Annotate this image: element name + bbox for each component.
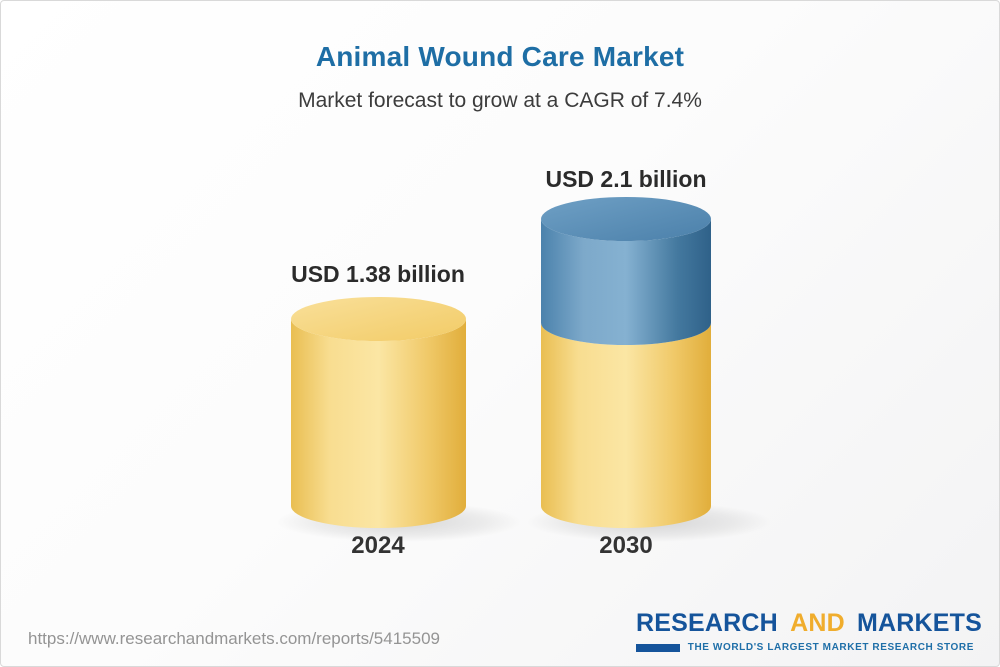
- category-label-2030: 2030: [599, 532, 653, 559]
- logo-word-markets: MARKETS: [856, 609, 982, 637]
- logo-tagline-row: THE WORLD'S LARGEST MARKET RESEARCH STOR…: [636, 642, 974, 653]
- page-subtitle: Market forecast to grow at a CAGR of 7.4…: [298, 89, 702, 112]
- value-label-2030: USD 2.1 billion: [545, 166, 707, 192]
- value-label-2024: USD 1.38 billion: [291, 261, 465, 287]
- chart-header: Animal Wound Care Market Market forecast…: [1, 1, 999, 113]
- category-label-2024: 2024: [351, 532, 405, 559]
- logo-tagline: THE WORLD'S LARGEST MARKET RESEARCH STOR…: [687, 642, 974, 653]
- report-url-link[interactable]: https://www.researchandmarkets.com/repor…: [28, 629, 440, 648]
- logo-bar: [636, 643, 680, 652]
- research-and-markets-logo[interactable]: RESEARCH AND MARKETS THE WORLD'S LARGEST…: [636, 609, 982, 653]
- cylinder-2024: [291, 297, 466, 528]
- cylinder-2030: [541, 197, 711, 528]
- page-title: Animal Wound Care Market: [315, 41, 685, 72]
- logo-word-and: AND: [790, 609, 845, 637]
- logo-word-research: RESEARCH: [636, 609, 778, 637]
- logo-wordmark: RESEARCH AND MARKETS: [636, 609, 982, 638]
